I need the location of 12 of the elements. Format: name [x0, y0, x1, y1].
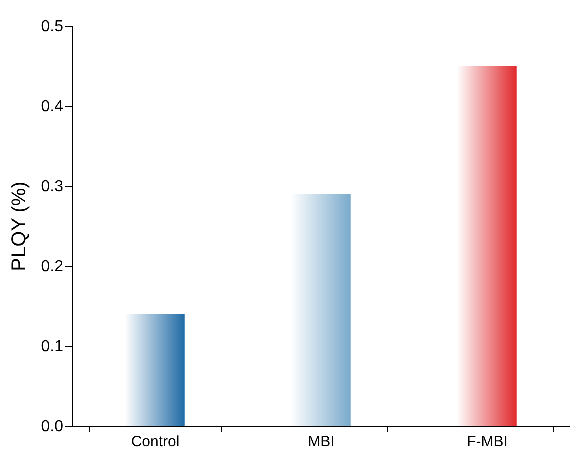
y-tick-label: 0.0	[41, 418, 64, 436]
y-tick-label: 0.1	[41, 338, 64, 356]
x-tick-label: MBI	[308, 434, 335, 450]
y-tick-label: 0.2	[41, 258, 64, 276]
y-tick-label: 0.4	[41, 98, 64, 116]
y-tick-label: 0.3	[41, 178, 64, 196]
y-axis-title: PLQY (%)	[8, 182, 30, 272]
x-tick-label: Control	[131, 434, 180, 450]
bar	[125, 314, 185, 426]
x-tick-label: F-MBI	[467, 434, 508, 450]
bar	[457, 66, 517, 426]
y-tick-label: 0.5	[41, 18, 64, 36]
